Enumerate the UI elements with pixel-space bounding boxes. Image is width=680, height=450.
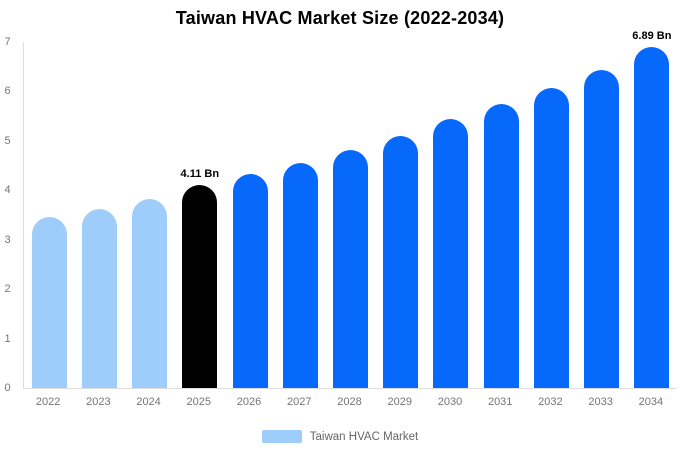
x-axis-tick-label: 2023 — [86, 396, 111, 408]
y-axis-tick-label: 1 — [4, 332, 11, 345]
bar-2030[interactable] — [433, 119, 469, 388]
y-axis-tick-label: 5 — [4, 134, 11, 147]
bar-2032[interactable] — [533, 87, 569, 388]
plot-area: 4.11 Bn 6.89 Bn — [23, 30, 677, 389]
bar-2025[interactable]: 4.11 Bn — [181, 168, 219, 388]
x-axis-tick-label: 2034 — [638, 396, 664, 408]
bar-2026[interactable] — [232, 174, 268, 388]
chart-title: Taiwan HVAC Market Size (2022-2034) — [175, 8, 505, 28]
bar-value-label: 4.11 Bn — [180, 167, 220, 180]
y-axis-tick-label: 2 — [4, 283, 11, 296]
bar-2033[interactable] — [584, 69, 620, 388]
y-axis-tick-label: 4 — [4, 184, 11, 197]
x-axis-tick-label: 2033 — [588, 396, 613, 408]
y-axis-tick-label: 0 — [4, 382, 11, 394]
legend-swatch — [261, 430, 302, 443]
bar-2023[interactable] — [81, 209, 117, 388]
bar-2024[interactable] — [132, 199, 168, 388]
x-axis-tick-label: 2031 — [487, 396, 513, 408]
x-axis-tick-label: 2032 — [538, 396, 563, 408]
x-axis: 2022 2023 2024 2025 2026 2027 2028 2029 2030 2031… — [23, 396, 676, 412]
x-axis-tick-label: 2024 — [136, 396, 161, 408]
bar-2027[interactable] — [282, 162, 318, 388]
bar-2028[interactable] — [333, 149, 368, 388]
bar-2029[interactable] — [383, 135, 419, 388]
y-axis-tick-label: 7 — [4, 36, 11, 48]
bar-value-label: 6.89 Bn — [632, 30, 672, 43]
x-axis-tick-label: 2022 — [35, 396, 61, 408]
y-axis: 0 1 2 3 4 5 6 7 — [0, 36, 17, 394]
y-axis-tick-label: 6 — [4, 85, 11, 98]
x-axis-tick-label: 2028 — [337, 396, 362, 408]
bar-2031[interactable] — [483, 104, 519, 388]
bar-2022[interactable] — [31, 217, 67, 388]
x-axis-tick-label: 2029 — [387, 396, 412, 408]
legend-item[interactable]: Taiwan HVAC Market — [0, 430, 680, 443]
x-axis-tick-label: 2025 — [186, 396, 212, 408]
bar-2034[interactable]: 6.89 Bn — [632, 30, 671, 388]
x-axis-tick-label: 2026 — [236, 396, 262, 408]
x-axis-tick-label: 2027 — [287, 396, 312, 408]
x-axis-tick-label: 2030 — [437, 396, 463, 408]
legend-label: Taiwan HVAC Market — [309, 430, 419, 443]
y-axis-tick-label: 3 — [4, 233, 11, 246]
